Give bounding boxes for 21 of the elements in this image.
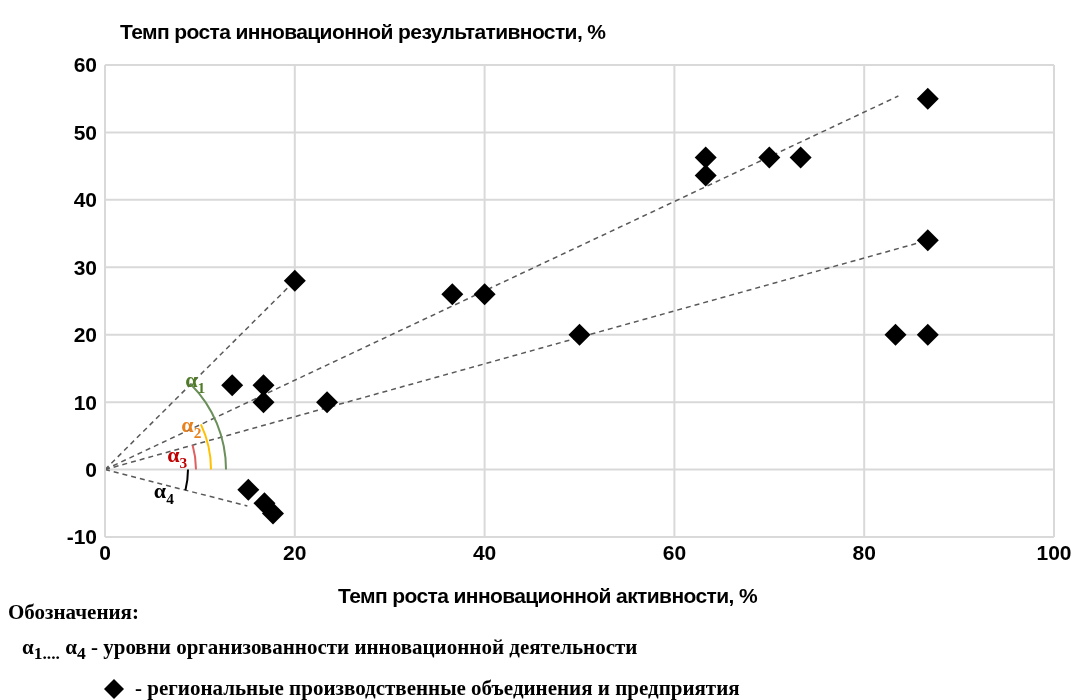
annotation: α$_{2}$: [181, 411, 202, 441]
x-tick-label: 40: [472, 540, 497, 564]
y-tick-label: 30: [73, 255, 97, 279]
x-tick-label: 60: [662, 540, 687, 564]
y-tick-label: 40: [73, 188, 97, 212]
text: α$_{1....}$ α$_{4}$ - уровни организованности инновационной деятельности: [22, 635, 639, 665]
annotation: α$_{3}$: [167, 441, 188, 472]
legend-title: Обозначения:: [8, 600, 139, 624]
y-tick-label: 50: [73, 120, 97, 144]
y-tick-label: 0: [85, 458, 97, 482]
x-tick-label: 80: [852, 540, 876, 564]
y-tick-label: 60: [73, 53, 97, 77]
x-tick-label: 100: [1036, 540, 1072, 564]
legend-label: - региональные производственные объединения и предприятия: [135, 676, 740, 700]
y-tick-label: 20: [73, 323, 97, 347]
chart-title: Темп роста инновационной результативности, %: [120, 20, 606, 43]
x-tick-label: 20: [283, 540, 307, 564]
y-tick-label: 10: [73, 390, 97, 414]
x-axis-title: Темп роста инновационной активности, %: [338, 584, 758, 608]
annotation: α$_{4}$: [153, 477, 175, 508]
y-tick-label: -10: [66, 525, 97, 549]
